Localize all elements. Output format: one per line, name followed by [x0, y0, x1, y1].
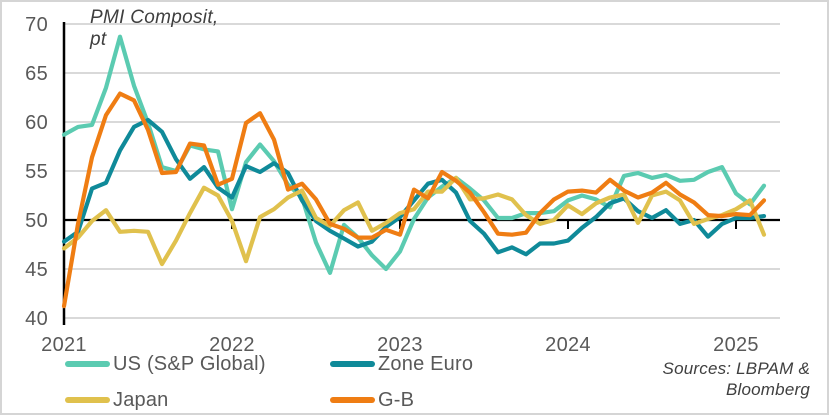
y-tick-label-45: 45 [25, 259, 48, 281]
japan-line-swatch [65, 397, 110, 403]
y-tick-label-50: 50 [25, 210, 48, 232]
sources-line2: Bloomberg [725, 380, 810, 399]
legend-item-zone-euro: Zone Euro [330, 352, 473, 376]
y-tick-label-55: 55 [25, 161, 48, 183]
legend-label-us: US (S&P Global) [113, 352, 266, 375]
x-tick-label-2025: 2025 [713, 334, 759, 356]
gb-line-swatch [330, 397, 375, 403]
sources-line1: Sources: LBPAM & [662, 359, 810, 378]
y-tick-label-65: 65 [25, 63, 48, 85]
us-line-swatch [65, 361, 110, 367]
y-tick-label-40: 40 [25, 308, 48, 330]
x-tick-label-2024: 2024 [545, 334, 591, 356]
sources-note: Sources: LBPAM & Bloomberg [663, 358, 810, 400]
zone-euro-line-swatch [330, 361, 375, 367]
x-tick-label-2023: 2023 [377, 334, 423, 356]
legend-item-us: US (S&P Global) [65, 352, 266, 376]
x-tick-label-2022: 2022 [209, 334, 255, 356]
legend-item-japan: Japan [65, 388, 169, 412]
legend-label-zone-euro: Zone Euro [378, 352, 474, 375]
legend-label-japan: Japan [113, 388, 169, 411]
chart-title-line2: pt [90, 29, 107, 50]
y-tick-label-60: 60 [25, 112, 48, 134]
chart-title-line1: PMI Composit, [90, 7, 219, 28]
legend-item-gb: G-B [330, 388, 414, 412]
series-line-g-b [61, 91, 767, 309]
y-tick-label-70: 70 [25, 14, 48, 36]
x-tick-label-2021: 2021 [41, 334, 87, 356]
series-line-japan [61, 175, 767, 267]
legend-label-gb: G-B [378, 388, 415, 411]
chart-title: PMI Composit, pt [90, 7, 219, 51]
